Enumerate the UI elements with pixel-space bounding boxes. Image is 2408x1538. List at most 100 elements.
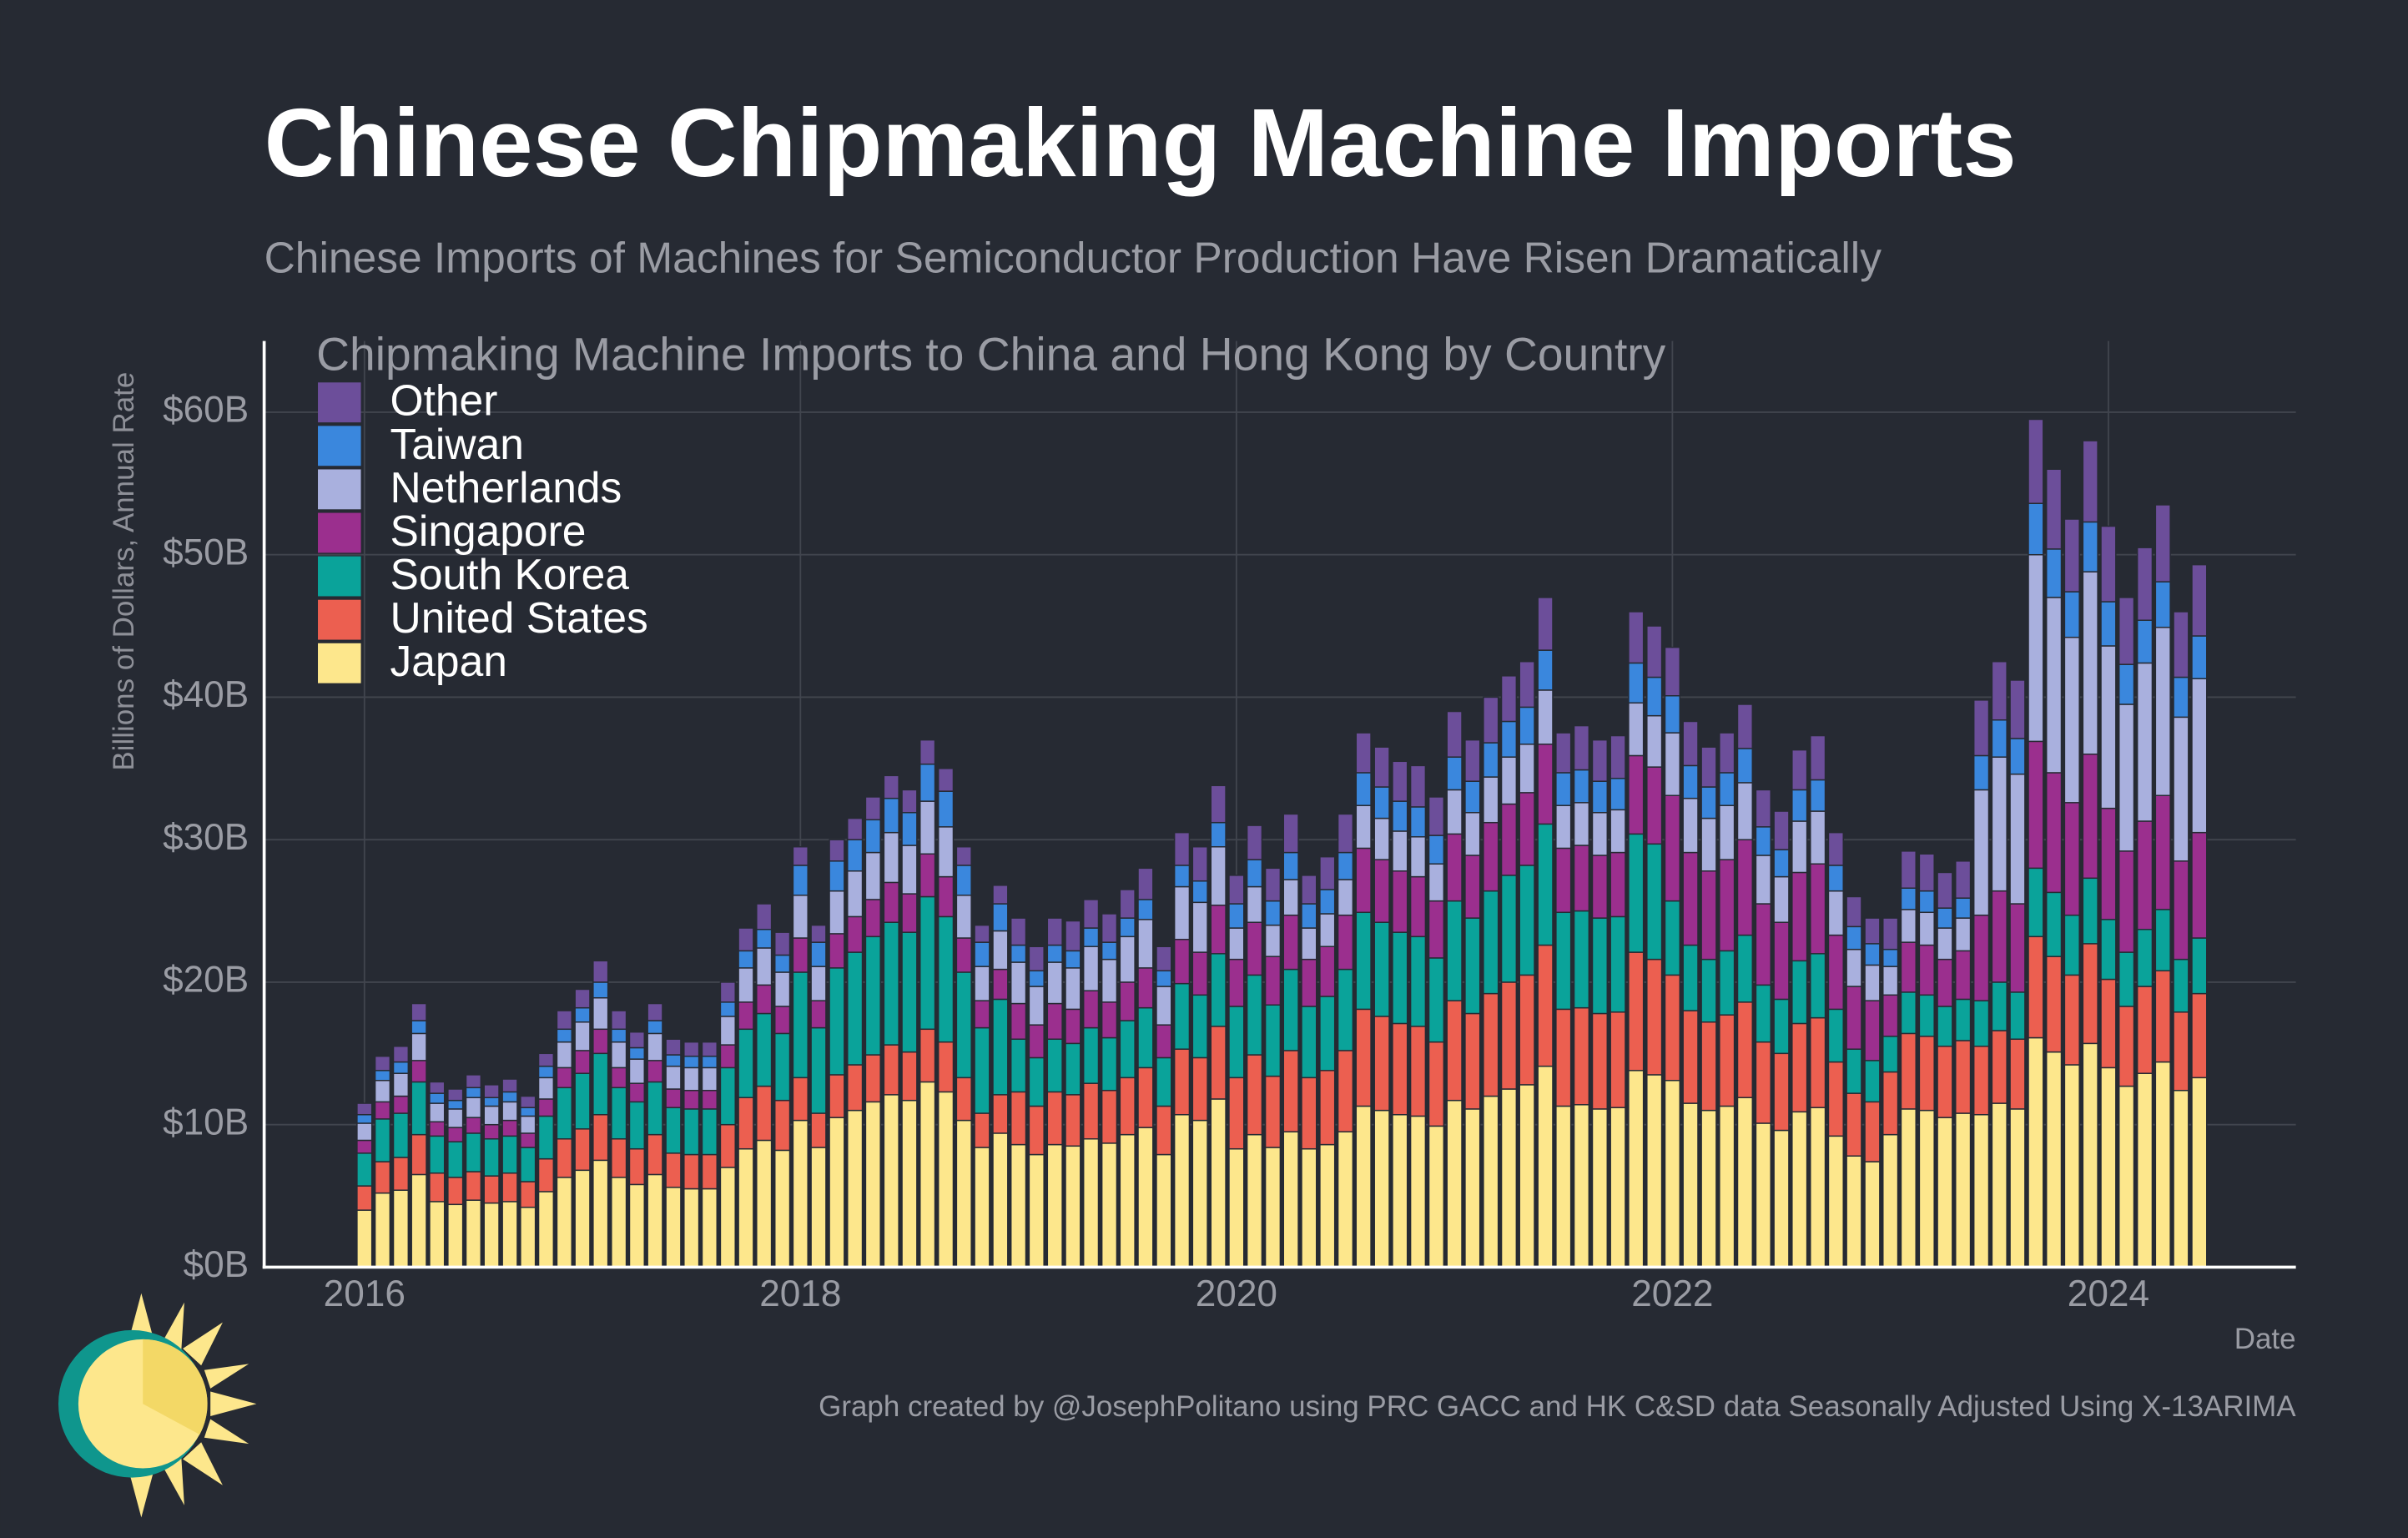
bar-segment [356,1113,373,1124]
bar-segment [738,1097,754,1150]
bar-segment [756,984,773,1015]
bar-segment [1918,944,1935,996]
bar-segment [1682,1010,1699,1104]
bar-segment [864,1101,881,1268]
bar-segment [756,947,773,986]
bar-segment [1519,706,1535,745]
bar-segment [901,931,918,1053]
bar-segment [1755,984,1771,1043]
bar-segment [1046,1002,1063,1040]
bar-segment [1137,899,1154,920]
bar-segment [1028,1056,1045,1107]
bar-segment [556,1041,572,1069]
bar-segment [1791,1022,1808,1113]
bar-segment [1519,744,1535,794]
bar-segment [1628,662,1645,704]
bar-segment [1955,1040,1972,1114]
bar-segment [792,865,809,896]
bar-segment [2045,956,2063,1053]
bar-segment [1719,859,1735,952]
bar-segment [1955,950,1972,1001]
bar-segment [955,971,972,1079]
bar-segment [574,1072,591,1130]
bar-segment [1937,958,1953,1007]
logo-ray [210,1391,257,1416]
bar-segment [1082,927,1100,947]
bar-segment [1755,855,1771,905]
bar-segment [483,1105,500,1126]
bar-segment [1646,625,1663,678]
bar-segment [1355,732,1372,774]
bar-segment [2082,943,2098,1045]
bar-segment [611,1041,627,1069]
bar-segment [520,1115,537,1134]
bar-segment [1392,760,1408,802]
bar-segment [1191,845,1208,882]
bar-segment [483,1123,500,1140]
bar-segment [537,1065,555,1079]
bar-segment [1700,817,1717,872]
bar-segment [2009,738,2026,775]
bar-segment [429,1121,446,1137]
bar-segment [429,1102,446,1123]
bar-segment [574,1050,591,1074]
bar-segment [1028,1105,1045,1156]
bar-segment [1028,1024,1045,1059]
bar-segment [628,1101,645,1150]
bar-segment [1228,875,1245,905]
bar-segment [919,1028,936,1083]
bar-segment [1082,945,1100,991]
bar-segment [647,1020,663,1035]
bar-segment [1319,1143,1336,1268]
bar-segment [1864,1060,1881,1103]
bar-segment [1301,875,1317,905]
bar-segment [1591,739,1609,782]
bar-segment [1664,794,1681,902]
bar-segment [1010,917,1027,946]
bar-segment [1972,789,1990,916]
bar-segment [1428,796,1445,836]
bar-segment [792,1119,809,1268]
bar-segment [1682,720,1699,767]
bar-segment [1156,986,1172,1026]
bar-segment [628,1183,645,1268]
bar-segment [2118,703,2135,852]
bar-segment [1700,1109,1717,1268]
bar-segment [683,1089,700,1110]
legend-swatch [318,382,361,423]
bar-segment [2154,627,2171,797]
bar-segment [701,1089,718,1110]
bar-segment [1082,990,1100,1029]
bar-segment [864,899,881,938]
bar-segment [429,1172,446,1203]
bar-segment [1882,994,1899,1037]
bar-segment [1355,911,1372,1011]
bar-segment [1065,1008,1081,1045]
bar-segment [2154,504,2171,582]
bar-segment [1210,1026,1227,1100]
bar-segment [2028,740,2044,870]
bar-segment [1228,1006,1245,1079]
bar-segment [665,1065,682,1090]
bar-segment [1373,859,1390,923]
bar-segment [1991,981,2008,1031]
bar-segment [465,1117,482,1134]
bar-segment [829,967,845,1076]
bar-segment [810,1112,827,1148]
bar-segment [1101,958,1118,1003]
bar-segment [829,933,845,969]
bar-segment [719,1001,736,1017]
bar-segment [1464,739,1481,782]
bar-segment [2173,860,2189,961]
bar-segment [1046,1143,1063,1268]
bar-segment [1483,776,1499,824]
bar-segment [1409,1115,1427,1268]
bar-segment [2136,820,2154,930]
bar-segment [2100,919,2117,981]
bar-segment [611,1177,627,1268]
legend-label: Other [390,376,498,425]
bar-segment [1301,958,1317,1007]
bar-segment [1010,1091,1027,1146]
bar-segment [1210,953,1227,1027]
bar-segment [537,1191,555,1268]
